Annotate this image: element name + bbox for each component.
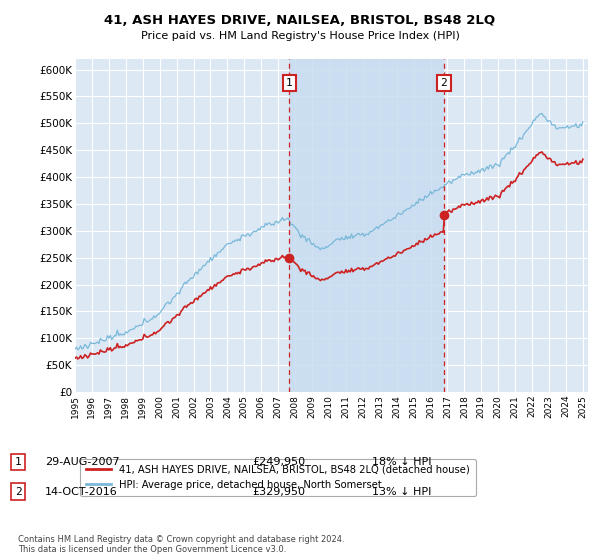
Text: 13% ↓ HPI: 13% ↓ HPI xyxy=(372,487,431,497)
Text: 29-AUG-2007: 29-AUG-2007 xyxy=(45,457,119,467)
Legend: 41, ASH HAYES DRIVE, NAILSEA, BRISTOL, BS48 2LQ (detached house), HPI: Average p: 41, ASH HAYES DRIVE, NAILSEA, BRISTOL, B… xyxy=(80,459,476,496)
Text: 18% ↓ HPI: 18% ↓ HPI xyxy=(372,457,431,467)
Text: 1: 1 xyxy=(14,457,22,467)
Text: £249,950: £249,950 xyxy=(252,457,305,467)
Text: 14-OCT-2016: 14-OCT-2016 xyxy=(45,487,118,497)
Text: Contains HM Land Registry data © Crown copyright and database right 2024.
This d: Contains HM Land Registry data © Crown c… xyxy=(18,535,344,554)
Text: 2: 2 xyxy=(14,487,22,497)
Bar xyxy=(289,59,444,392)
Text: 2: 2 xyxy=(440,78,447,88)
Text: Price paid vs. HM Land Registry's House Price Index (HPI): Price paid vs. HM Land Registry's House … xyxy=(140,31,460,41)
Text: 41, ASH HAYES DRIVE, NAILSEA, BRISTOL, BS48 2LQ: 41, ASH HAYES DRIVE, NAILSEA, BRISTOL, B… xyxy=(104,14,496,27)
Text: £329,950: £329,950 xyxy=(252,487,305,497)
Text: 1: 1 xyxy=(286,78,293,88)
